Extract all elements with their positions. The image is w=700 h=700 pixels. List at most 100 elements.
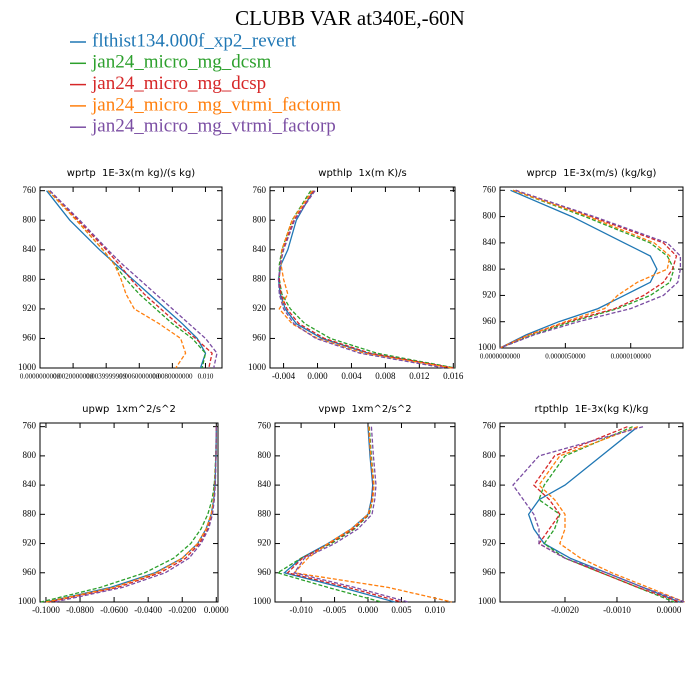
x-tick-label: 0.0000100000 — [611, 353, 652, 361]
x-tick-label: 0.0020000000 — [53, 373, 94, 381]
x-tick-label: 0.0000000000 — [20, 373, 61, 381]
y-tick-label: 800 — [23, 214, 37, 224]
y-tick-label: 880 — [483, 508, 497, 518]
y-tick-label: 840 — [258, 479, 272, 489]
y-tick-label: 880 — [23, 273, 37, 283]
x-tick-label: 0.010 — [425, 605, 446, 615]
x-tick-label: 0.0000050000 — [545, 353, 586, 361]
profile-line — [40, 426, 217, 603]
profile-line — [499, 189, 658, 349]
profile-line — [278, 190, 454, 369]
legend-label: jan24_micro_mg_dcsp — [91, 73, 266, 94]
profile-line — [277, 190, 454, 369]
profile-line — [49, 426, 217, 603]
y-tick-label: 760 — [483, 421, 497, 431]
plot-frame — [499, 186, 684, 349]
y-tick-label: 760 — [483, 184, 497, 194]
profile-line — [277, 190, 445, 369]
x-tick-label: 0.0080000000 — [152, 373, 193, 381]
y-tick-label: 800 — [483, 450, 497, 460]
x-tick-label: -0.0800 — [66, 605, 94, 615]
y-tick-label: 1000 — [253, 596, 272, 606]
y-tick-label: 880 — [253, 273, 267, 283]
plot-frame — [499, 422, 684, 603]
y-tick-label: 880 — [23, 508, 37, 518]
profile-line — [499, 189, 678, 349]
y-tick-label: 840 — [483, 479, 497, 489]
x-tick-label: 0.0039999999 — [86, 373, 127, 381]
y-tick-label: 920 — [258, 538, 272, 548]
profile-line — [278, 190, 456, 369]
x-tick-label: -0.0400 — [134, 605, 162, 615]
y-tick-label: 1000 — [248, 362, 267, 372]
y-tick-label: 760 — [23, 421, 37, 431]
y-tick-label: 760 — [253, 185, 267, 195]
plot-frame — [39, 422, 219, 603]
y-tick-label: 960 — [253, 333, 267, 343]
y-tick-label: 760 — [258, 421, 272, 431]
panel-title: wpthlp 1x(m K)/s — [318, 168, 406, 179]
y-tick-label: 960 — [258, 567, 272, 577]
y-tick-label: 800 — [23, 450, 37, 460]
y-tick-label: 920 — [23, 538, 37, 548]
y-tick-label: 840 — [23, 479, 37, 489]
x-tick-label: 0.005 — [391, 605, 412, 615]
legend-label: jan24_micro_mg_vtrmi_factorm — [91, 94, 341, 115]
panel-title: rtpthlp 1E-3x(kg K)/kg — [535, 404, 649, 415]
panel-title: wprcp 1E-3x(m/s) (kg/kg) — [527, 168, 657, 179]
x-tick-label: -0.010 — [289, 605, 313, 615]
profile-line — [45, 426, 217, 603]
y-tick-label: 800 — [253, 214, 267, 224]
y-tick-label: 880 — [483, 263, 497, 273]
profile-line — [532, 426, 680, 603]
y-tick-label: 1000 — [478, 342, 497, 352]
x-tick-label: -0.005 — [323, 605, 347, 615]
y-tick-label: 840 — [253, 244, 267, 254]
profile-line — [499, 189, 682, 349]
panel-title: wprtp 1E-3x(m kg)/(s kg) — [67, 168, 195, 179]
plot-frame — [269, 186, 456, 369]
y-tick-label: 840 — [483, 237, 497, 247]
profile-line — [512, 426, 685, 603]
y-tick-label: 960 — [23, 333, 37, 343]
x-tick-label: 0.0000 — [657, 605, 682, 615]
y-tick-label: 920 — [23, 303, 37, 313]
panel-title: vpwp 1xm^2/s^2 — [318, 404, 411, 415]
x-tick-label: -0.0600 — [100, 605, 128, 615]
y-tick-label: 800 — [258, 450, 272, 460]
y-tick-label: 1000 — [18, 362, 37, 372]
x-tick-label: 0.0000 — [204, 605, 229, 615]
profile-line — [538, 426, 685, 603]
y-tick-label: 960 — [483, 316, 497, 326]
plot-frame — [274, 422, 456, 603]
y-tick-label: 840 — [23, 244, 37, 254]
y-tick-label: 760 — [23, 185, 37, 195]
y-tick-label: 960 — [483, 567, 497, 577]
profile-line — [49, 190, 213, 369]
y-tick-label: 960 — [23, 567, 37, 577]
y-tick-label: 880 — [258, 508, 272, 518]
x-tick-label: -0.004 — [272, 371, 296, 381]
plot-frame — [39, 186, 223, 369]
legend-label: flthist134.000f_xp2_revert — [92, 30, 297, 51]
profile-line — [45, 426, 217, 603]
x-tick-label: -0.0200 — [168, 605, 196, 615]
legend-label: jan24_micro_mg_dcsm — [91, 52, 272, 73]
legend-label: jan24_micro_mg_vtrmi_factorp — [91, 116, 336, 137]
profile-line — [278, 190, 452, 369]
x-tick-label: 0.0000000000 — [480, 353, 521, 361]
x-tick-label: 0.012 — [409, 371, 429, 381]
x-tick-label: -0.0020 — [551, 605, 579, 615]
profile-line — [49, 190, 218, 369]
x-tick-label: 0.004 — [341, 371, 362, 381]
x-tick-label: 0.000 — [358, 605, 379, 615]
y-tick-label: 920 — [483, 289, 497, 299]
x-tick-label: 0.008 — [375, 371, 396, 381]
profile-line — [499, 189, 675, 349]
panel-title: upwp 1xm^2/s^2 — [82, 404, 176, 415]
profile-line — [286, 426, 402, 603]
y-tick-label: 800 — [483, 211, 497, 221]
x-tick-label: 0.0060000000 — [119, 373, 160, 381]
y-tick-label: 1000 — [478, 596, 497, 606]
